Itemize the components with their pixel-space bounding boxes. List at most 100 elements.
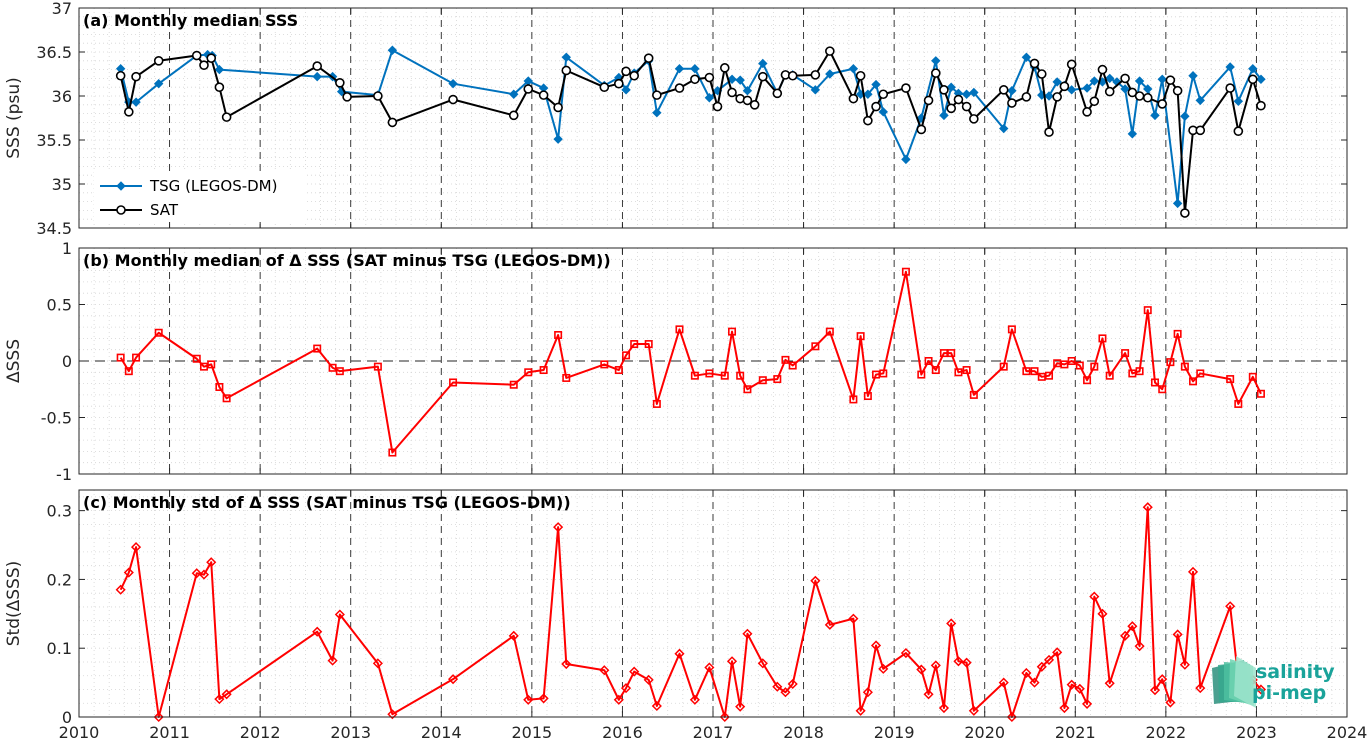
x-tick-label: 2014 [421,723,462,742]
data-point [1248,64,1258,74]
data-point [675,325,684,334]
data-point [1189,377,1198,386]
data-point [848,93,859,104]
data-point [998,677,1009,688]
legend-box [94,172,306,222]
y-tick-label: 0.3 [47,502,72,521]
data-point [221,689,232,700]
data-point [849,395,858,404]
data-point [630,340,639,349]
data-point [561,65,572,76]
data-point [1226,375,1235,384]
data-point [736,371,745,380]
data-point [1007,98,1017,108]
data-point [878,107,888,117]
data-point [387,117,398,128]
legend-label: SAT [150,201,179,219]
data-point [1045,371,1054,380]
data-point [998,85,1009,95]
data-point [130,542,142,553]
data-point [561,52,571,62]
data-point [599,82,610,92]
data-point [939,110,949,121]
data-point [131,97,141,107]
data-point [1195,683,1206,694]
data-point [1060,360,1069,369]
data-point [704,662,715,673]
data-point [931,68,941,78]
data-point [312,71,322,82]
y-tick-label: 34.5 [36,219,72,238]
data-point [946,82,956,92]
data-point [1180,362,1189,371]
data-point [690,74,700,85]
data-point [1089,591,1100,602]
data-point [968,705,979,716]
data-point [727,74,737,84]
data-point [742,628,753,639]
data-point [206,557,217,568]
x-tick-label: 2010 [59,723,100,742]
y-tick-label: 0 [62,352,72,371]
data-point [1225,62,1235,72]
x-tick-label: 2016 [602,723,643,742]
data-point [1029,58,1040,69]
data-point [871,101,881,112]
data-point [1142,502,1153,513]
data-point [712,101,723,112]
data-point [554,331,563,340]
series-line-delta-sss [119,506,1262,718]
data-point [613,694,624,705]
data-point [1029,677,1040,688]
data-point [969,390,978,399]
data-point [1066,679,1077,690]
data-point [1030,367,1039,376]
data-point [1097,608,1108,619]
data-point [1120,630,1131,641]
data-point [1053,359,1062,368]
data-point [1022,367,1031,376]
data-point [373,91,383,101]
x-tick-label: 2021 [1055,723,1096,742]
data-point [810,575,821,586]
legend-marker [116,205,126,215]
data-point [313,344,322,353]
data-point [923,95,934,106]
data-point [1036,69,1047,79]
data-point [1248,74,1258,85]
data-point [1195,95,1205,106]
legend-label: TSG (LEGOS-DM) [149,177,277,195]
data-point [1134,76,1145,86]
data-point [191,50,202,61]
x-tick-label: 2020 [964,723,1005,742]
x-tick-label: 2019 [874,723,915,742]
data-point [124,367,133,376]
data-point [553,102,563,113]
data-point [1143,84,1153,94]
y-tick-label: 0 [62,708,72,727]
data-point [728,327,737,336]
data-point [848,613,859,624]
data-point [523,694,534,705]
data-point [879,369,888,378]
data-point [825,46,835,56]
data-point [1196,369,1205,378]
data-point [1172,629,1183,640]
data-point [1187,566,1199,577]
data-point [1021,52,1032,62]
data-point [629,666,640,677]
logo-text-pimep: pi-mep [1252,682,1326,704]
data-point [614,78,624,89]
data-point [1007,325,1016,334]
data-point [787,70,798,81]
data-point [1180,111,1190,121]
data-point [690,371,699,380]
data-point [1059,702,1070,714]
legend: TSG (LEGOS-DM) SAT [94,172,306,222]
data-point [652,399,661,408]
data-point [124,107,134,117]
data-point [312,61,323,71]
x-tick-label: 2017 [693,723,734,742]
data-point [901,83,911,93]
data-point [1158,385,1167,394]
